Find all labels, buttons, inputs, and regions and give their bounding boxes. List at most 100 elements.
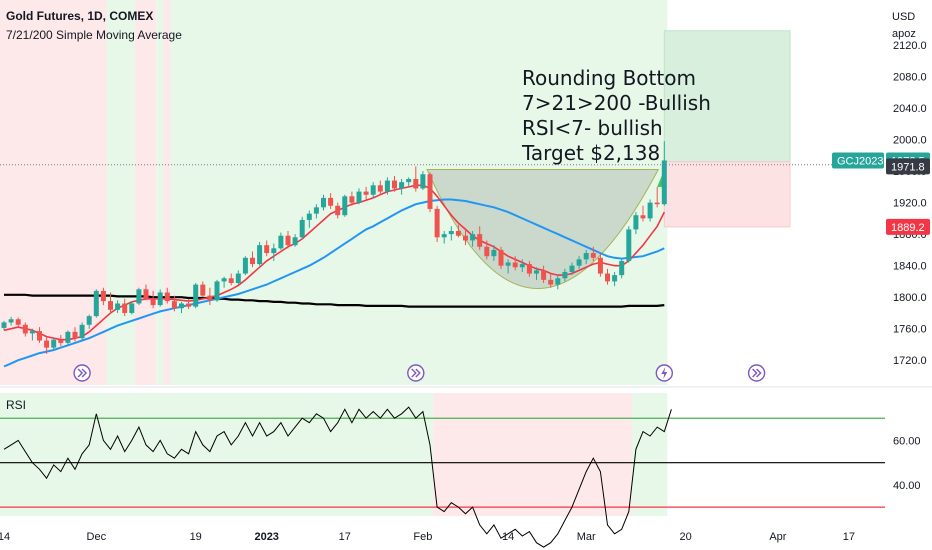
candlestick-series — [1, 141, 766, 382]
candle-body — [583, 253, 589, 260]
candle-body — [93, 290, 99, 317]
candle — [129, 301, 135, 315]
candle-body — [541, 270, 547, 280]
candle — [505, 259, 511, 274]
candle-body — [171, 301, 177, 309]
candle-body — [228, 278, 234, 284]
forward-icon — [747, 364, 766, 382]
candle — [377, 180, 383, 195]
price-tag-2: 1889.2 — [886, 218, 930, 235]
candle-body — [661, 160, 667, 205]
candle-body — [477, 234, 483, 247]
rsi-line — [3, 406, 672, 548]
candle-body — [420, 174, 426, 189]
candle-body — [264, 245, 270, 254]
candle-body — [86, 316, 92, 325]
time-tick-label: 14 — [0, 531, 10, 543]
candle-body — [129, 303, 135, 313]
candle-body — [15, 319, 21, 325]
candle — [58, 335, 64, 347]
cup-shape — [426, 169, 660, 289]
candle-body — [619, 260, 625, 276]
price-tick-label: 1760.0 — [893, 324, 927, 336]
candle — [356, 188, 362, 205]
candle — [51, 338, 57, 351]
candle-body — [186, 303, 192, 307]
candle — [228, 273, 234, 286]
candle-body — [122, 303, 128, 313]
candle — [264, 240, 270, 257]
long-position-tool[interactable] — [0, 30, 885, 228]
candle — [427, 172, 433, 213]
candle — [526, 260, 532, 277]
candle — [72, 327, 78, 342]
candle — [541, 265, 547, 284]
candle — [647, 199, 653, 222]
candle-body — [299, 219, 305, 238]
candle-body — [427, 174, 433, 209]
candle-body — [597, 257, 603, 274]
candle-body — [342, 196, 348, 216]
candle — [299, 216, 305, 239]
candle — [661, 141, 667, 206]
candle-body — [434, 208, 440, 238]
candle-body — [555, 278, 561, 285]
candle-body — [313, 207, 319, 214]
candle — [242, 256, 248, 276]
candle — [363, 186, 369, 200]
candle-body — [399, 182, 405, 189]
candle — [335, 202, 341, 219]
candle-body — [250, 257, 255, 265]
candle-body — [200, 284, 206, 296]
candle — [640, 205, 646, 222]
candle — [171, 295, 177, 312]
candle — [583, 249, 589, 265]
candle-body — [22, 324, 28, 334]
candle-body — [221, 278, 227, 282]
arrow-glyph — [752, 368, 762, 378]
candle-body — [150, 298, 156, 306]
candle — [619, 259, 625, 279]
candle-body — [384, 180, 390, 192]
lightning-glyph — [661, 367, 668, 379]
candle-body — [448, 230, 454, 235]
candle-body — [143, 289, 149, 299]
candle — [44, 336, 50, 354]
price-tick-label: 1800.0 — [893, 292, 927, 304]
candle — [569, 262, 575, 276]
candle-body — [285, 235, 291, 246]
price-tick-label: 2000.0 — [893, 135, 927, 147]
time-tick-label: 14 — [502, 531, 514, 543]
candle — [548, 273, 554, 288]
candle — [79, 322, 85, 340]
candle-body — [58, 339, 64, 343]
candle-body — [292, 237, 298, 246]
candle — [157, 289, 163, 307]
price-tick-label: 2080.0 — [893, 72, 927, 84]
candle — [413, 166, 419, 192]
candle — [590, 246, 596, 261]
candle — [86, 314, 92, 329]
moving-averages — [3, 184, 666, 368]
rsi-bg-bear — [433, 393, 632, 516]
candle — [15, 317, 21, 328]
candle — [441, 230, 447, 244]
candle-body — [576, 259, 582, 266]
candle — [164, 287, 170, 304]
annotation-text[interactable]: Rounding Bottom 7>21>200 -Bullish RSI<7-… — [521, 66, 711, 165]
candle — [470, 230, 476, 247]
candle — [626, 226, 632, 263]
candle — [519, 259, 525, 272]
price-tick-label: 1840.0 — [893, 261, 927, 273]
candle — [136, 287, 142, 306]
rsi-tick-label: 60.00 — [893, 435, 921, 447]
bg-stripe-2 — [56, 0, 71, 385]
candle-body — [605, 273, 610, 282]
candle-body — [470, 234, 476, 241]
bg-stripe-0 — [0, 0, 15, 385]
candle-body — [214, 281, 220, 301]
bg-zone-1 — [106, 0, 135, 385]
candle-body — [590, 253, 596, 258]
candle-body — [562, 271, 568, 279]
